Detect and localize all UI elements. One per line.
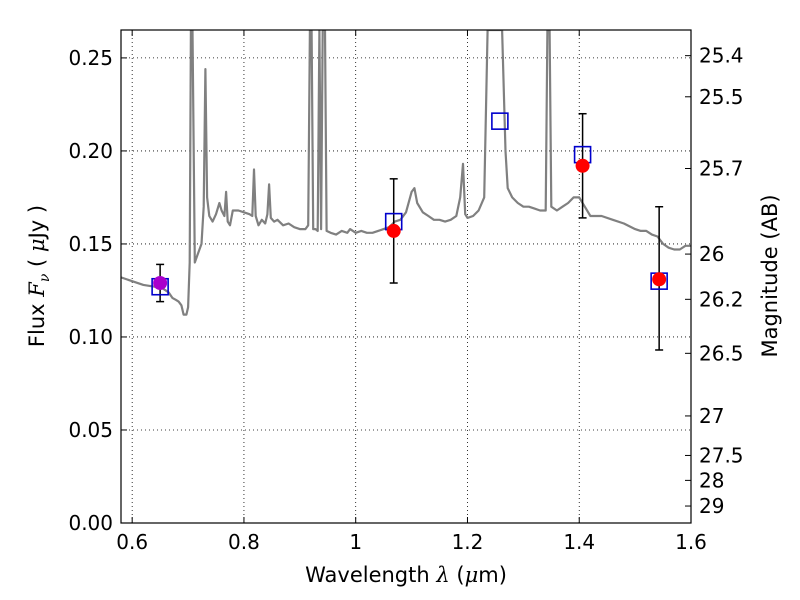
ticks: 0.6 0.8 1 1.2 1.4 1.6 0.00 0.05 0.10 0.15 0.20 0.25… [68,30,744,554]
x-tick-label: 1.6 [675,530,707,554]
observed-point [153,276,168,291]
y2-tick-label: 27.5 [699,443,744,467]
y2-tick-label: 25.5 [699,85,744,109]
y2-tick-label: 26 [699,242,724,266]
observed-point [386,223,401,238]
y2-tick-label: 25.4 [699,44,744,68]
x-axis-label: Wavelength λ (μm) [305,563,507,587]
model-box-group [151,112,668,296]
y-tick-label: 0.05 [68,418,113,442]
y2-axis-label: Magnitude (AB) [758,194,782,357]
model-box-marker [491,112,509,130]
y-axis-label: Flux Fν ( μJy ) [25,205,53,347]
y2-tick-label: 26.2 [699,287,744,311]
y2-tick-label: 28 [699,468,724,492]
x-tick-label: 1.2 [452,530,484,554]
x-tick-label: 0.8 [228,530,260,554]
x-tick-label: 0.6 [116,530,148,554]
y2-tick-label: 27 [699,404,724,428]
observed-point [652,272,667,287]
y2-tick-label: 25.7 [699,156,744,180]
observed-point [575,158,590,173]
template-spectrum-line [121,30,691,316]
plot-frame [120,29,692,524]
x-tick-label: 1.4 [563,530,595,554]
errorbar-group [156,112,664,351]
observed-point-group [153,158,667,291]
y-tick-label: 0.25 [68,46,113,70]
y-tick-label: 0.15 [68,232,113,256]
y-tick-label: 0.00 [68,511,113,535]
y-tick-label: 0.20 [68,139,113,163]
y-tick-label: 0.10 [68,325,113,349]
template-spectrum-group [121,30,691,316]
x-tick-label: 1 [349,530,362,554]
y2-tick-label: 29 [699,494,724,518]
y2-tick-label: 26.5 [699,341,744,365]
